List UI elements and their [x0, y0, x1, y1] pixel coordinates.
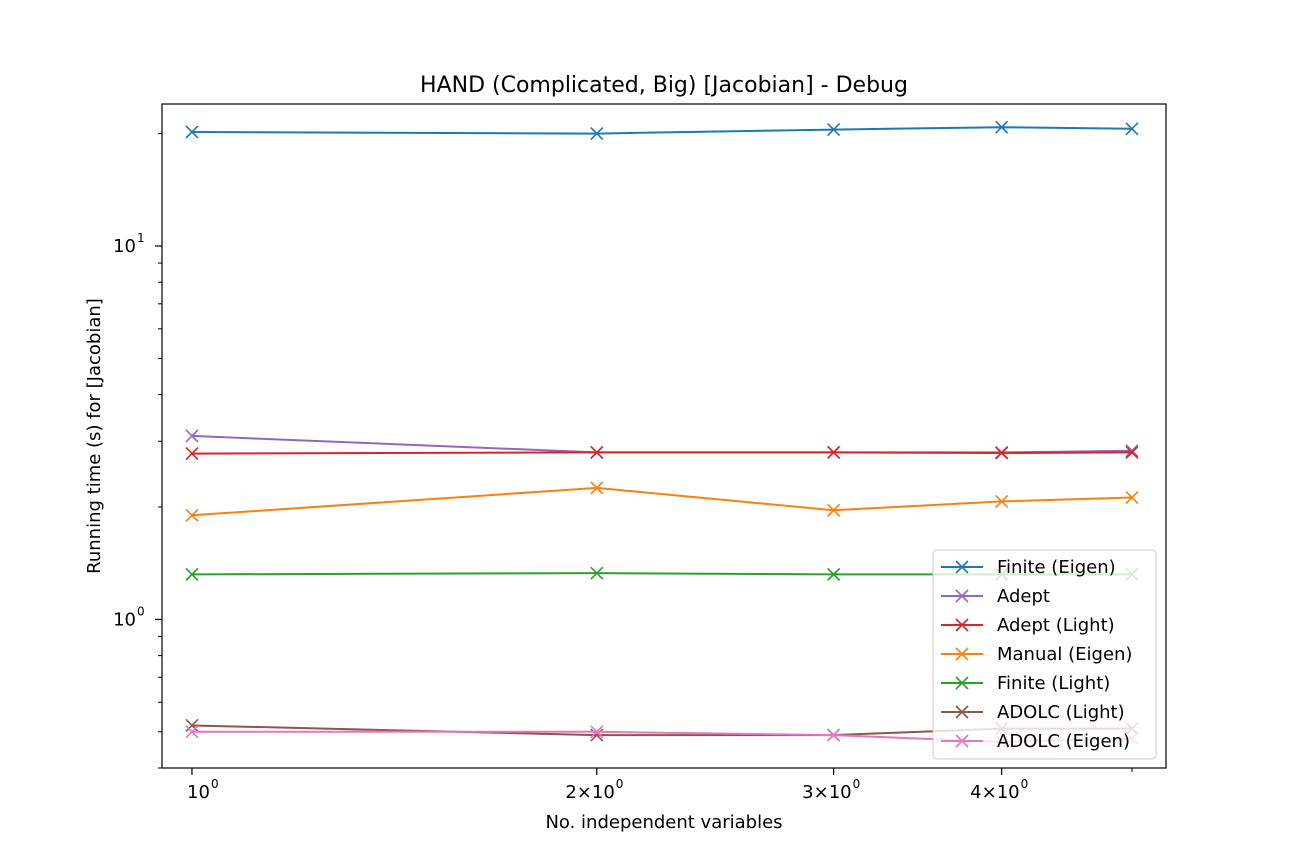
- data-point-marker: [827, 567, 841, 581]
- data-point-marker: [1125, 122, 1139, 136]
- x-axis-label: No. independent variables: [545, 812, 782, 833]
- legend-label: Adept: [997, 586, 1050, 607]
- data-point-marker: [185, 447, 199, 461]
- legend-label: Manual (Eigen): [997, 644, 1132, 665]
- data-point-marker: [995, 494, 1009, 508]
- data-point-marker: [995, 120, 1009, 134]
- legend-item: Manual (Eigen): [941, 644, 1132, 665]
- legend-marker: [955, 618, 969, 632]
- x-tick-exponent: 0: [616, 777, 624, 791]
- data-point-marker: [827, 728, 841, 742]
- legend: Finite (Eigen) Adept Adept (Light) Manual (…: [932, 549, 1157, 760]
- series-0: [185, 120, 1139, 141]
- x-tick-exponent: 0: [853, 777, 861, 791]
- legend-marker: [955, 676, 969, 690]
- legend-label: Adept (Light): [997, 615, 1115, 636]
- data-point-marker: [185, 429, 199, 443]
- legend-marker: [955, 589, 969, 603]
- plot-area: 10 010 110 0 2×10 0 3×10 0 4×10 0: [113, 103, 1167, 803]
- legend-item: ADOLC (Eigen): [941, 731, 1130, 752]
- data-point-marker: [185, 718, 199, 733]
- series-2: [185, 445, 1139, 461]
- legend-marker: [955, 647, 969, 661]
- x-tick-label: 3×10: [802, 782, 851, 803]
- legend-item: Adept (Light): [941, 615, 1115, 636]
- legend-item: Finite (Light): [941, 673, 1110, 694]
- y-tick-label: 10: [113, 609, 136, 630]
- data-point-marker: [590, 445, 604, 459]
- legend-item: ADOLC (Light): [941, 702, 1125, 723]
- x-tick-label: 2×10: [565, 782, 614, 803]
- y-tick-label: 10: [113, 236, 136, 257]
- data-point-marker: [590, 127, 604, 141]
- x-tick-label: 4×10: [970, 782, 1019, 803]
- legend-item: Finite (Eigen): [941, 557, 1116, 578]
- x-tick-label: 10: [187, 782, 210, 803]
- legend-label: ADOLC (Light): [997, 702, 1125, 723]
- x-tick-exponent: 0: [1021, 777, 1029, 791]
- data-point-marker: [827, 503, 841, 517]
- series-line: [191, 451, 1132, 455]
- x-tick-exponent: 0: [211, 777, 219, 791]
- y-tick-exponent: 1: [137, 231, 145, 245]
- legend-label: ADOLC (Eigen): [997, 731, 1130, 752]
- series-3: [185, 481, 1139, 522]
- y-axis-label: Running time (s) for [Jacobian]: [84, 298, 105, 574]
- data-point-marker: [185, 508, 199, 522]
- data-point-marker: [590, 566, 604, 580]
- plot-frame: [161, 103, 1167, 769]
- legend-label: Finite (Light): [997, 673, 1110, 694]
- data-point-marker: [827, 122, 841, 137]
- data-point-marker: [185, 725, 199, 739]
- major-ticks: 10 010 110 0 2×10 0 3×10 0 4×10 0: [113, 231, 1028, 803]
- legend-box: [932, 549, 1157, 760]
- data-point-marker: [995, 446, 1009, 460]
- data-point-marker: [185, 567, 199, 581]
- legend-label: Finite (Eigen): [997, 557, 1116, 578]
- data-point-marker: [1125, 490, 1139, 505]
- data-point-marker: [1125, 444, 1139, 458]
- y-tick-exponent: 0: [137, 604, 145, 618]
- minor-ticks: [158, 133, 1133, 772]
- data-point-marker: [1125, 445, 1139, 459]
- legend-marker: [955, 560, 969, 574]
- data-point-marker: [590, 725, 604, 739]
- legend-marker: [955, 705, 969, 719]
- legend-marker: [955, 734, 969, 748]
- legend-item: Adept: [941, 586, 1050, 607]
- data-point-marker: [590, 481, 604, 495]
- chart-title: HAND (Complicated, Big) [Jacobian] - Deb…: [420, 73, 908, 98]
- data-point-marker: [827, 445, 841, 459]
- data-point-marker: [185, 125, 199, 139]
